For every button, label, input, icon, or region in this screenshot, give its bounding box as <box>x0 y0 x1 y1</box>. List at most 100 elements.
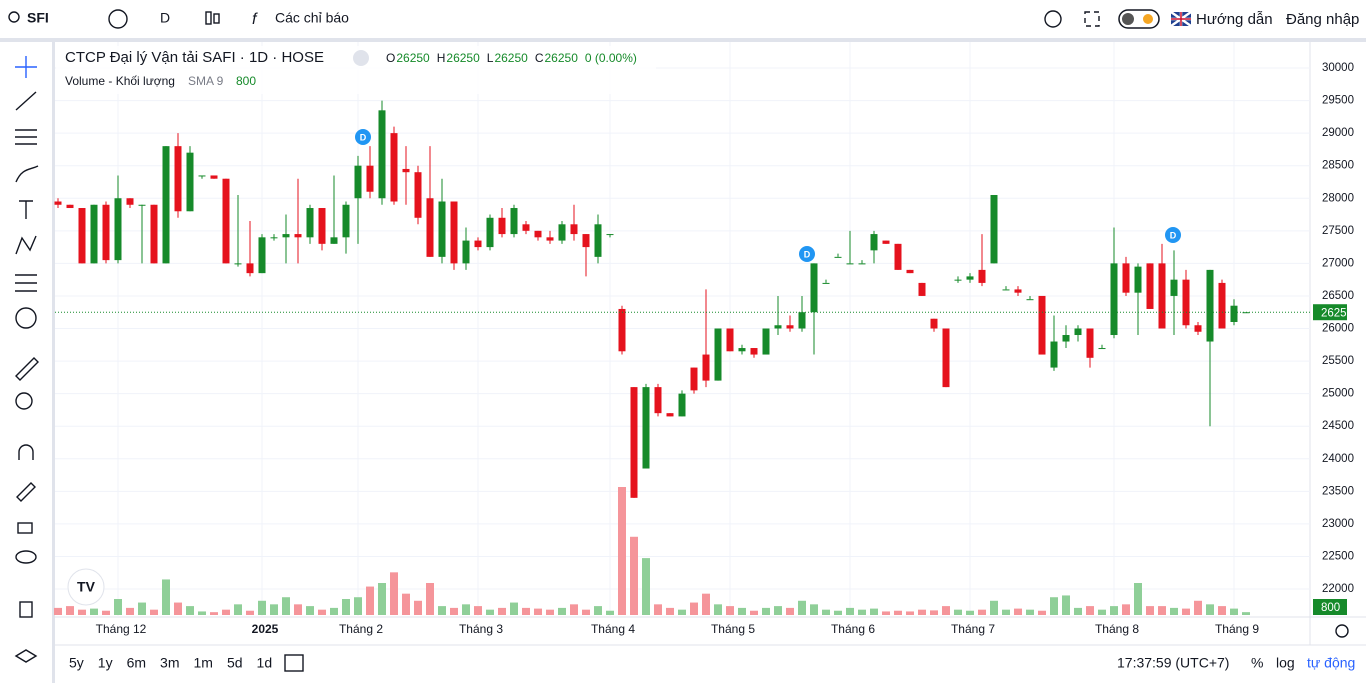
clock: 17:37:59 (UTC+7) <box>1117 655 1229 671</box>
volume-badge <box>1313 599 1347 615</box>
volume-bar <box>1230 608 1238 615</box>
volume-bar <box>834 610 842 615</box>
magnet-tool[interactable] <box>18 444 34 460</box>
sun-icon <box>1143 14 1153 24</box>
event-marker[interactable] <box>799 246 815 262</box>
fullscreen-icon[interactable] <box>1084 11 1100 27</box>
candle-body <box>822 282 830 284</box>
candle-body <box>654 387 662 414</box>
add-icon[interactable] <box>108 9 128 29</box>
pattern-tool[interactable] <box>15 235 37 255</box>
ruler-tool[interactable] <box>15 357 39 381</box>
candle-body <box>354 165 362 199</box>
volume-bar <box>138 602 146 615</box>
eye-tool[interactable] <box>15 550 37 564</box>
emoji-tool[interactable] <box>15 307 37 329</box>
y-tick-label: 29500 <box>1322 95 1354 107</box>
brush-tool[interactable] <box>15 165 39 183</box>
event-label: D <box>804 249 811 259</box>
volume-bar <box>546 609 554 615</box>
volume-bar <box>882 611 890 615</box>
range-button[interactable]: 1d <box>257 655 273 671</box>
candle-body <box>306 208 314 238</box>
scale-button[interactable]: log <box>1276 655 1295 671</box>
ohlc-key: O <box>386 51 395 65</box>
event-marker[interactable] <box>355 129 371 145</box>
collapse-button[interactable] <box>353 50 369 66</box>
interval[interactable]: D <box>160 10 170 26</box>
layers-tool[interactable] <box>14 649 38 663</box>
text-tool[interactable] <box>19 200 33 219</box>
x-tick-label: Tháng 5 <box>711 622 755 636</box>
volume-bar <box>102 610 110 615</box>
range-button[interactable]: 1m <box>194 655 213 671</box>
range-button[interactable]: 5d <box>227 655 243 671</box>
date-range-icon[interactable] <box>284 654 304 672</box>
range-button[interactable]: 5y <box>69 655 84 671</box>
guide[interactable]: Hướng dẫn <box>1196 11 1273 28</box>
indicators[interactable]: Các chỉ báo <box>275 10 349 26</box>
event-marker[interactable] <box>1165 227 1181 243</box>
volume-bar <box>630 536 638 615</box>
candle-body <box>1134 266 1142 293</box>
volume-bar <box>222 609 230 615</box>
candle-body <box>786 325 794 329</box>
x-tick-label: Tháng 4 <box>591 622 635 636</box>
candle-icon[interactable] <box>205 11 212 25</box>
settings-icon[interactable] <box>1044 10 1062 28</box>
volume-bar <box>90 608 98 615</box>
volume-bar <box>606 610 614 615</box>
volume-bar <box>846 607 854 615</box>
search-icon[interactable] <box>8 11 20 23</box>
candle-body <box>882 240 890 244</box>
volume-bar <box>1110 606 1118 615</box>
candle-body <box>762 328 770 355</box>
candle-body <box>810 263 818 313</box>
volume-bar <box>402 593 410 615</box>
y-tick-label: 25000 <box>1322 388 1354 400</box>
candle-body <box>1170 279 1178 296</box>
ohlc-key: C <box>535 51 544 65</box>
prediction-tool[interactable] <box>15 274 37 292</box>
fx-icon[interactable]: f <box>252 11 258 28</box>
volume-bar <box>234 604 242 615</box>
login[interactable]: Đăng nhập <box>1286 11 1359 28</box>
candle-body <box>474 240 482 248</box>
ohlc-key: L <box>487 51 494 65</box>
tv-logo-text: TV <box>77 579 96 595</box>
scale-button[interactable]: tự động <box>1307 655 1355 671</box>
candle-body <box>990 194 998 264</box>
volume-bar <box>558 607 566 615</box>
lock-draw-tool[interactable] <box>16 482 36 502</box>
line-tool[interactable] <box>15 91 37 111</box>
volume-bar <box>810 604 818 615</box>
event-label: D <box>1170 230 1177 240</box>
volume-bar <box>294 604 302 615</box>
candle-body <box>750 348 758 355</box>
candle-body <box>642 387 650 469</box>
candle-body <box>222 178 230 264</box>
y-tick-label: 22500 <box>1322 550 1354 562</box>
candle-body <box>138 204 146 206</box>
zoom-tool[interactable] <box>15 392 33 410</box>
symbol[interactable]: SFI <box>27 10 49 26</box>
candle-body <box>258 237 266 274</box>
y-tick-label: 26000 <box>1322 323 1354 335</box>
candle-body <box>894 243 902 270</box>
volume-bar <box>1170 607 1178 615</box>
volume-bar <box>690 602 698 615</box>
candle-body <box>798 312 806 329</box>
volume-bar <box>486 609 494 615</box>
tv-logo[interactable] <box>67 568 105 606</box>
range-button[interactable]: 3m <box>160 655 179 671</box>
trash-tool[interactable] <box>19 601 33 618</box>
scale-button[interactable]: % <box>1251 655 1263 671</box>
range-button[interactable]: 6m <box>127 655 146 671</box>
change: 0 (0.00%) <box>585 51 637 65</box>
crosshair-tool[interactable] <box>15 56 37 78</box>
fib-tool[interactable] <box>15 129 37 145</box>
axis-settings[interactable] <box>1335 624 1349 638</box>
range-button[interactable]: 1y <box>98 655 113 671</box>
lock-tool[interactable] <box>17 522 33 534</box>
